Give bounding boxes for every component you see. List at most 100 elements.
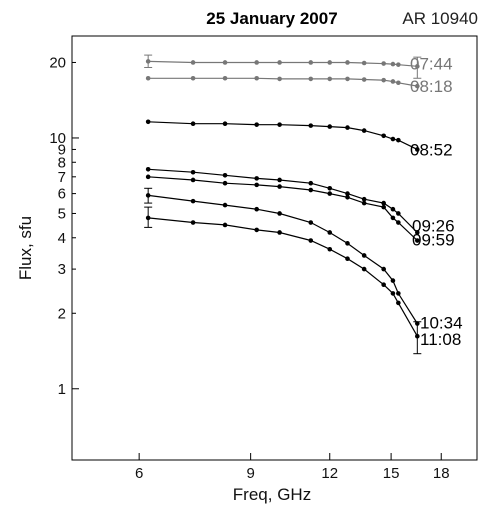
error-bar bbox=[144, 54, 153, 68]
data-point bbox=[390, 61, 396, 67]
data-point bbox=[390, 136, 396, 142]
y-tick-label: 4 bbox=[58, 230, 66, 247]
data-point bbox=[308, 123, 314, 128]
data-point bbox=[361, 60, 367, 66]
data-point bbox=[277, 230, 282, 235]
data-point bbox=[396, 62, 401, 67]
data-point bbox=[390, 291, 396, 296]
data-point bbox=[145, 75, 151, 81]
data-point bbox=[361, 253, 367, 258]
series-1108: 11:08 bbox=[144, 206, 461, 355]
data-point bbox=[254, 227, 259, 233]
series-line bbox=[148, 217, 418, 337]
data-point bbox=[145, 166, 151, 172]
series-label: 11:08 bbox=[420, 330, 461, 349]
data-point bbox=[396, 211, 401, 216]
data-point bbox=[190, 220, 196, 225]
data-point bbox=[345, 125, 350, 130]
x-tick-label: 12 bbox=[321, 465, 338, 482]
data-point bbox=[222, 180, 228, 186]
y-tick-label: 1 bbox=[58, 381, 66, 398]
data-point bbox=[396, 220, 401, 225]
data-point bbox=[222, 202, 228, 208]
data-point bbox=[308, 220, 314, 225]
series-label: 09:26 bbox=[412, 216, 455, 235]
data-point bbox=[345, 60, 350, 65]
data-point bbox=[190, 198, 196, 204]
data-point bbox=[327, 191, 333, 196]
data-point bbox=[415, 147, 420, 152]
data-point bbox=[345, 241, 350, 246]
data-point bbox=[396, 291, 401, 296]
data-point bbox=[381, 200, 386, 206]
series-line bbox=[148, 176, 418, 241]
y-tick-label: 2 bbox=[58, 305, 66, 322]
data-point bbox=[345, 194, 350, 200]
series-label: 07:44 bbox=[410, 54, 453, 73]
x-tick-label: 18 bbox=[433, 465, 450, 482]
data-point bbox=[190, 121, 196, 126]
y-tick-label: 10 bbox=[49, 130, 66, 147]
data-point bbox=[381, 266, 386, 272]
series-0959: 09:59 bbox=[145, 174, 455, 250]
data-point bbox=[277, 177, 282, 183]
data-point bbox=[254, 75, 259, 81]
data-point bbox=[254, 176, 259, 181]
series-1034: 10:34 bbox=[144, 187, 463, 333]
data-point bbox=[145, 119, 151, 125]
data-point bbox=[327, 185, 333, 191]
data-point bbox=[361, 77, 367, 82]
data-point bbox=[327, 76, 333, 82]
data-point bbox=[390, 215, 396, 221]
data-point bbox=[415, 230, 420, 235]
data-point bbox=[277, 211, 282, 216]
x-tick-label: 9 bbox=[246, 465, 254, 482]
data-point bbox=[190, 75, 196, 81]
data-point bbox=[396, 80, 401, 86]
data-point bbox=[327, 246, 333, 252]
data-point bbox=[308, 60, 314, 65]
x-tick-label: 6 bbox=[135, 465, 143, 482]
series-line bbox=[148, 77, 418, 87]
data-point bbox=[190, 60, 196, 65]
error-bar bbox=[144, 187, 153, 204]
active-region-label: AR 10940 bbox=[402, 9, 478, 28]
data-point bbox=[345, 256, 350, 262]
series-label: 08:18 bbox=[410, 77, 453, 96]
y-tick-label: 7 bbox=[58, 169, 66, 186]
data-point bbox=[415, 238, 420, 243]
data-point bbox=[254, 60, 259, 65]
data-point bbox=[381, 61, 386, 66]
data-point bbox=[327, 60, 333, 65]
data-point bbox=[390, 206, 396, 212]
data-point bbox=[222, 75, 228, 81]
data-point bbox=[381, 77, 386, 83]
data-point bbox=[361, 196, 367, 202]
y-tick-label: 9 bbox=[58, 141, 66, 158]
error-bar bbox=[144, 206, 153, 228]
data-point bbox=[190, 169, 196, 175]
series-line bbox=[148, 194, 418, 324]
data-point bbox=[396, 300, 401, 306]
y-axis-label: Flux, sfu bbox=[16, 216, 35, 280]
data-point bbox=[145, 174, 151, 180]
series-label: 09:59 bbox=[412, 231, 455, 250]
data-point bbox=[381, 133, 386, 139]
data-point bbox=[396, 137, 401, 143]
series-label: 10:34 bbox=[420, 314, 463, 333]
data-point bbox=[254, 182, 259, 188]
data-point bbox=[308, 180, 314, 186]
data-point bbox=[327, 230, 333, 235]
data-point bbox=[390, 278, 396, 283]
data-point bbox=[222, 222, 228, 228]
series-0744: 07:44 bbox=[144, 54, 453, 79]
data-point bbox=[277, 76, 282, 82]
data-point bbox=[381, 282, 386, 287]
x-axis-label: Freq, GHz bbox=[233, 485, 311, 504]
data-point bbox=[277, 184, 282, 189]
x-tick-label: 15 bbox=[383, 465, 400, 482]
series-0926: 09:26 bbox=[145, 166, 455, 235]
data-point bbox=[345, 191, 350, 196]
